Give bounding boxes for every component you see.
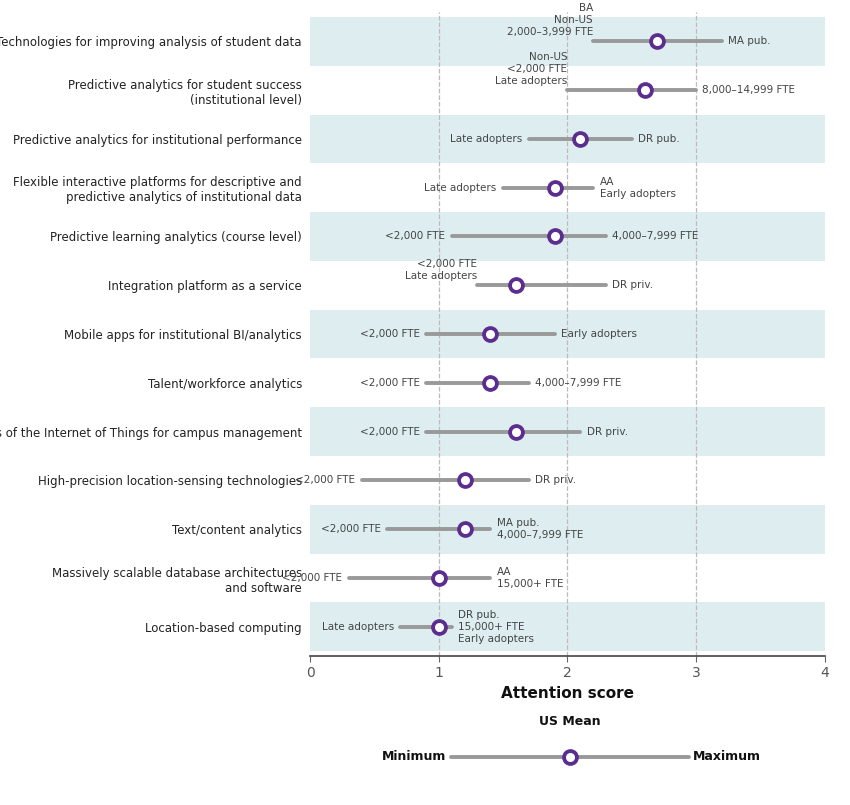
Bar bbox=[310, 310, 824, 358]
Bar bbox=[310, 17, 824, 66]
Text: US Mean: US Mean bbox=[539, 715, 600, 728]
Text: AA
15,000+ FTE: AA 15,000+ FTE bbox=[496, 567, 564, 589]
Text: DR priv.: DR priv. bbox=[612, 280, 654, 291]
X-axis label: Attention score: Attention score bbox=[501, 686, 634, 701]
Text: Late adopters: Late adopters bbox=[424, 183, 496, 192]
Text: <2,000 FTE: <2,000 FTE bbox=[360, 329, 420, 339]
Text: DR priv.: DR priv. bbox=[586, 427, 628, 436]
Text: Minimum: Minimum bbox=[382, 750, 446, 763]
Text: DR priv.: DR priv. bbox=[536, 476, 576, 485]
Text: Early adopters: Early adopters bbox=[561, 329, 637, 339]
Text: Maximum: Maximum bbox=[693, 750, 761, 763]
Text: BA
Non-US
2,000–3,999 FTE: BA Non-US 2,000–3,999 FTE bbox=[507, 3, 593, 38]
Text: <2,000 FTE: <2,000 FTE bbox=[385, 232, 445, 241]
Text: 4,000–7,999 FTE: 4,000–7,999 FTE bbox=[536, 378, 621, 388]
Text: <2,000 FTE: <2,000 FTE bbox=[321, 524, 381, 535]
Text: DR pub.
15,000+ FTE
Early adopters: DR pub. 15,000+ FTE Early adopters bbox=[458, 610, 534, 644]
Text: <2,000 FTE: <2,000 FTE bbox=[360, 378, 420, 388]
Text: MA pub.: MA pub. bbox=[728, 36, 771, 47]
Text: MA pub.
4,000–7,999 FTE: MA pub. 4,000–7,999 FTE bbox=[496, 518, 583, 540]
Text: <2,000 FTE: <2,000 FTE bbox=[282, 573, 343, 583]
Text: AA
Early adopters: AA Early adopters bbox=[599, 177, 676, 199]
Text: <2,000 FTE: <2,000 FTE bbox=[360, 427, 420, 436]
Text: 8,000–14,999 FTE: 8,000–14,999 FTE bbox=[702, 85, 796, 95]
Text: Non-US
<2,000 FTE
Late adopters: Non-US <2,000 FTE Late adopters bbox=[495, 52, 568, 86]
Bar bbox=[310, 212, 824, 261]
Bar bbox=[310, 407, 824, 456]
Text: Late adopters: Late adopters bbox=[321, 621, 394, 632]
Text: <2,000 FTE: <2,000 FTE bbox=[295, 476, 355, 485]
Text: 4,000–7,999 FTE: 4,000–7,999 FTE bbox=[612, 232, 699, 241]
Bar bbox=[310, 505, 824, 554]
Text: Late adopters: Late adopters bbox=[450, 134, 523, 144]
Bar bbox=[310, 114, 824, 163]
Text: <2,000 FTE
Late adopters: <2,000 FTE Late adopters bbox=[405, 259, 478, 282]
Bar bbox=[310, 602, 824, 651]
Text: DR pub.: DR pub. bbox=[638, 134, 680, 144]
